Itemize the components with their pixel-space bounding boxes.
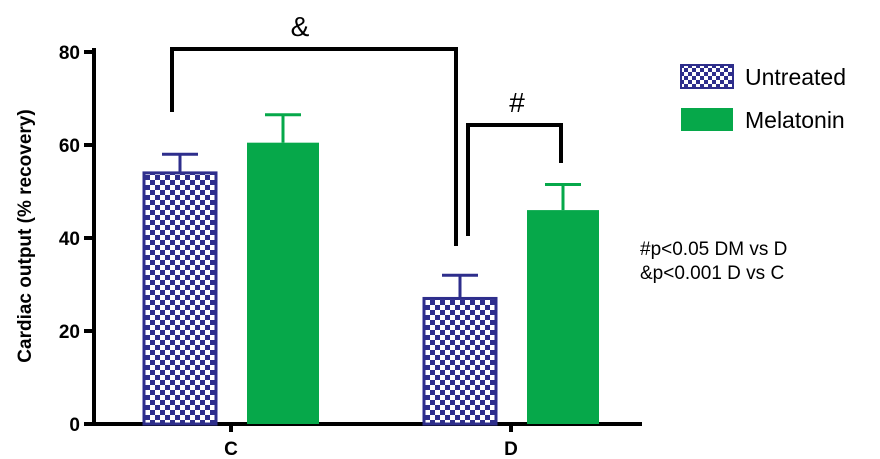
bar-melatonin-c <box>247 142 319 425</box>
y-axis-ticks: 0 20 40 60 80 <box>59 43 94 436</box>
legend-label-untreated: Untreated <box>745 64 846 90</box>
y-tick-label: 20 <box>59 322 80 343</box>
significance-bracket-hash <box>466 123 563 236</box>
significance-note-2: &p<0.001 D vs C <box>640 263 784 284</box>
significance-symbol-amp: & <box>291 11 310 42</box>
legend-swatch-untreated <box>680 64 734 89</box>
bar-untreated-d <box>422 296 498 426</box>
significance-symbol-hash: # <box>509 87 525 118</box>
significance-note-1: #p<0.05 DM vs D <box>640 239 787 260</box>
y-axis-label: Cardiac output (% recovery) <box>15 109 36 362</box>
legend-label-melatonin: Melatonin <box>745 107 845 133</box>
bar-untreated-c <box>142 171 218 426</box>
significance-bracket-amp <box>170 47 458 246</box>
bar-melatonin-d <box>527 210 599 424</box>
y-tick-label: 0 <box>69 415 80 436</box>
legend: Untreated Melatonin <box>680 64 846 133</box>
y-tick-label: 40 <box>59 229 80 250</box>
x-tick-label-d: D <box>504 439 518 459</box>
legend-swatch-melatonin <box>681 108 733 131</box>
y-tick-label: 60 <box>59 136 80 157</box>
bars-group <box>142 142 599 426</box>
error-bars-group <box>162 113 581 299</box>
x-tick-label-c: C <box>224 439 238 459</box>
y-tick-label: 80 <box>59 43 80 64</box>
